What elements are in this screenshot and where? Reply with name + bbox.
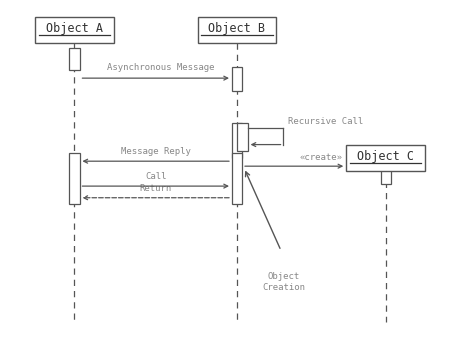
Text: Return: Return bbox=[139, 184, 172, 193]
Bar bbox=[237, 123, 248, 151]
Text: Asynchronous Message: Asynchronous Message bbox=[107, 63, 214, 72]
Text: Object A: Object A bbox=[46, 22, 103, 35]
Bar bbox=[232, 66, 242, 92]
Bar bbox=[35, 17, 114, 43]
Bar bbox=[232, 153, 242, 204]
Text: Object
Creation: Object Creation bbox=[262, 273, 305, 292]
Bar bbox=[381, 160, 391, 184]
Bar bbox=[346, 144, 425, 171]
Text: Message Reply: Message Reply bbox=[121, 147, 191, 156]
Bar bbox=[69, 48, 80, 70]
Bar bbox=[232, 123, 242, 158]
Text: «create»: «create» bbox=[299, 153, 342, 162]
Text: Recursive Call: Recursive Call bbox=[288, 117, 364, 126]
Text: Object C: Object C bbox=[357, 150, 414, 163]
Bar bbox=[198, 17, 276, 43]
Text: Object B: Object B bbox=[209, 22, 265, 35]
Text: Call: Call bbox=[145, 172, 166, 181]
Bar bbox=[69, 153, 80, 204]
